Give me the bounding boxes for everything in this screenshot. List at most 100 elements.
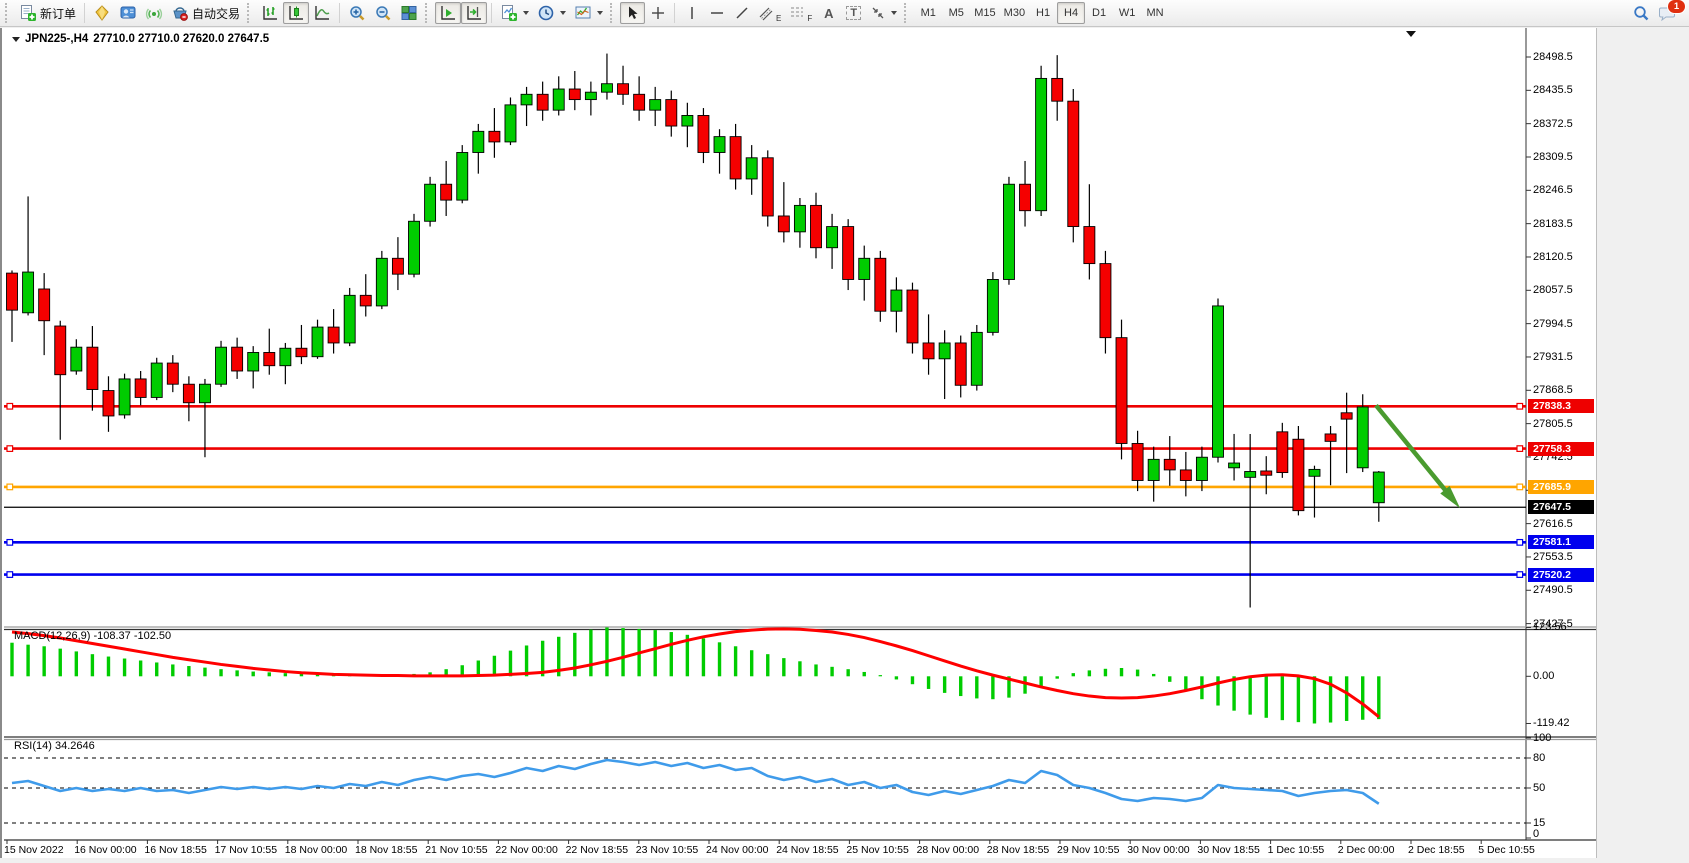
candle-body <box>1260 470 1273 476</box>
crosshair-button[interactable] <box>645 2 670 24</box>
toolbar-separator <box>674 3 676 23</box>
indicators-button[interactable] <box>496 2 533 24</box>
new-order-button[interactable]: 新订单 <box>15 2 80 24</box>
candle-body <box>584 91 597 101</box>
timeframe-button-mn[interactable]: MN <box>1146 7 1164 19</box>
rsi-axis-label: 0 <box>1533 828 1540 840</box>
timeframe-button-h1[interactable]: H1 <box>1036 7 1051 19</box>
price-tick-label: 27994.5 <box>1533 317 1573 330</box>
zoom-in-icon <box>350 6 365 21</box>
timeframe-button-w1[interactable]: W1 <box>1118 7 1136 19</box>
chart-candles-button[interactable] <box>283 2 310 24</box>
candle-body <box>922 342 935 360</box>
candle-body <box>6 272 18 311</box>
toolbar-grip[interactable] <box>5 3 12 23</box>
periods-button[interactable] <box>533 2 570 24</box>
search-icon <box>1634 6 1649 21</box>
text-tool-button[interactable]: A <box>816 2 841 24</box>
text-label-tool-button[interactable]: T <box>841 2 866 24</box>
price-tick-label: 28435.5 <box>1533 84 1573 97</box>
line-handle <box>1516 483 1524 491</box>
chart-shift-button[interactable] <box>461 2 488 24</box>
time-tick-label: 30 Nov 18:55 <box>1197 844 1260 856</box>
vertical-line-tool-button[interactable] <box>679 2 704 24</box>
search-button[interactable] <box>1628 2 1654 24</box>
zoom-out-button[interactable] <box>370 2 396 24</box>
macd-signal-line <box>11 627 1380 718</box>
cursor-button[interactable] <box>620 2 646 24</box>
templates-button[interactable] <box>570 2 607 24</box>
signals-button[interactable] <box>141 2 167 24</box>
time-tick-label: 18 Nov 18:55 <box>355 844 418 856</box>
timeframe-button-m5[interactable]: M5 <box>948 7 964 19</box>
arrows-tool-button[interactable] <box>866 2 901 24</box>
zoom-out-icon <box>376 6 391 21</box>
price-tick-label: 27931.5 <box>1533 350 1573 363</box>
notification-badge: 1 <box>1667 0 1686 14</box>
auto-scroll-button[interactable] <box>435 2 462 24</box>
time-tick-label: 15 Nov 2022 <box>4 844 64 856</box>
toolbar-grip[interactable] <box>425 3 432 23</box>
time-tick-label: 21 Nov 10:55 <box>425 844 488 856</box>
chevron-down-icon <box>523 11 530 15</box>
trendline-tool-button[interactable] <box>729 2 754 24</box>
symbol-dropdown-icon[interactable] <box>12 36 20 42</box>
auto-trading-button[interactable]: 自动交易 <box>167 2 244 24</box>
price-tick-label: 28372.5 <box>1533 117 1573 130</box>
time-tick-label: 22 Nov 18:55 <box>565 844 629 856</box>
candle-body <box>456 152 469 201</box>
chart-bars-button[interactable] <box>257 2 283 24</box>
timeframe-button-m30[interactable]: M30 <box>1003 7 1026 19</box>
price-tick-label: 28246.5 <box>1533 184 1573 197</box>
scroll-to-end-marker[interactable] <box>1406 31 1416 37</box>
candle-body <box>134 378 147 398</box>
fibonacci-tool-button[interactable]: F <box>785 2 816 24</box>
candle-body <box>86 346 99 390</box>
toolbar-grip[interactable] <box>610 3 617 23</box>
window-right-edge <box>1596 28 1689 863</box>
chart-line-button[interactable] <box>309 2 335 24</box>
price-tick-label: 28498.5 <box>1533 51 1573 63</box>
candle-body <box>1356 406 1369 469</box>
chart-canvas[interactable] <box>2 28 1598 858</box>
candle-body <box>408 220 420 275</box>
market-button[interactable] <box>115 2 141 24</box>
toolbar-separator <box>339 3 341 23</box>
candle-body <box>681 115 694 127</box>
candle-body <box>182 383 195 404</box>
timeframe-button-h4[interactable]: H4 <box>1057 2 1086 24</box>
toolbar-grip[interactable] <box>904 3 911 23</box>
candle-body <box>199 383 211 404</box>
price-tick-label: 28309.5 <box>1533 150 1573 163</box>
chart-window[interactable]: JPN225-,H4 27710.0 27710.0 27620.0 27647… <box>0 28 1598 858</box>
time-tick-label: 1 Dec 10:55 <box>1267 844 1325 856</box>
candle-body <box>858 257 871 280</box>
timeframe-button-d1[interactable]: D1 <box>1092 7 1107 19</box>
candlestick-chart-icon <box>289 6 304 20</box>
time-tick-label: 23 Nov 10:55 <box>635 844 699 856</box>
time-tick-label: 24 Nov 00:00 <box>706 844 769 856</box>
channel-tool-button[interactable]: E <box>754 2 785 24</box>
candle-body <box>986 279 999 333</box>
candle-body <box>22 271 35 314</box>
time-tick-label: 25 Nov 10:55 <box>846 844 909 856</box>
candle-body <box>1131 443 1144 481</box>
timeframe-button-m15[interactable]: M15 <box>974 7 996 19</box>
symbol-period-label: JPN225-,H4 <box>25 33 89 45</box>
candle-body <box>906 289 919 344</box>
trend-arrow[interactable] <box>1374 403 1452 498</box>
candle-body <box>295 347 308 358</box>
tile-windows-button[interactable] <box>396 2 422 24</box>
candle-body <box>1212 305 1224 458</box>
horizontal-line-tool-button[interactable] <box>704 2 729 24</box>
price-line-badge: 27758.3 <box>1528 441 1594 456</box>
rsi-axis-label: 15 <box>1533 817 1546 829</box>
mql-community-button[interactable] <box>89 2 115 24</box>
zoom-in-button[interactable] <box>344 2 370 24</box>
timeframe-button-m1[interactable]: M1 <box>920 7 936 19</box>
vertical-line-icon <box>690 7 693 19</box>
chat-button[interactable]: 1 <box>1654 0 1686 24</box>
ohlc-values: 27710.0 27710.0 27620.0 27647.5 <box>93 33 270 45</box>
candle-body <box>504 104 517 143</box>
toolbar-grip[interactable] <box>247 3 254 23</box>
